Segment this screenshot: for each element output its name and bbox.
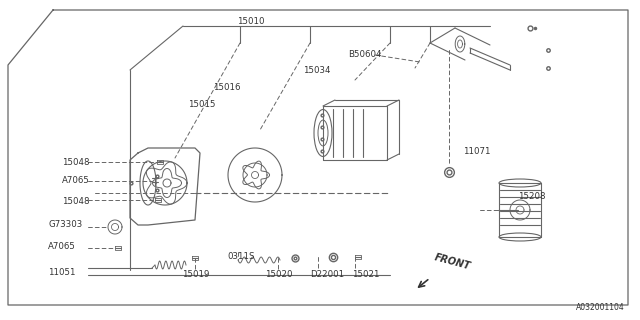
Text: 15048: 15048 — [62, 158, 90, 167]
Text: 15015: 15015 — [188, 100, 216, 109]
Text: 15020: 15020 — [265, 270, 292, 279]
Text: 15019: 15019 — [182, 270, 209, 279]
Text: G73303: G73303 — [48, 220, 83, 229]
Text: 15208: 15208 — [518, 192, 545, 201]
Text: 0311S: 0311S — [227, 252, 255, 261]
Text: 11071: 11071 — [463, 147, 490, 156]
Text: FRONT: FRONT — [433, 253, 472, 272]
Text: 15021: 15021 — [352, 270, 380, 279]
Text: A7065: A7065 — [62, 176, 90, 185]
Text: 15048: 15048 — [62, 197, 90, 206]
Text: 15034: 15034 — [303, 66, 330, 75]
Text: A032001104: A032001104 — [576, 303, 625, 312]
Text: 15010: 15010 — [237, 17, 264, 26]
Text: D22001: D22001 — [310, 270, 344, 279]
Text: A7065: A7065 — [48, 242, 76, 251]
Text: 11051: 11051 — [48, 268, 76, 277]
Text: 15016: 15016 — [213, 83, 241, 92]
Text: B50604: B50604 — [348, 50, 381, 59]
